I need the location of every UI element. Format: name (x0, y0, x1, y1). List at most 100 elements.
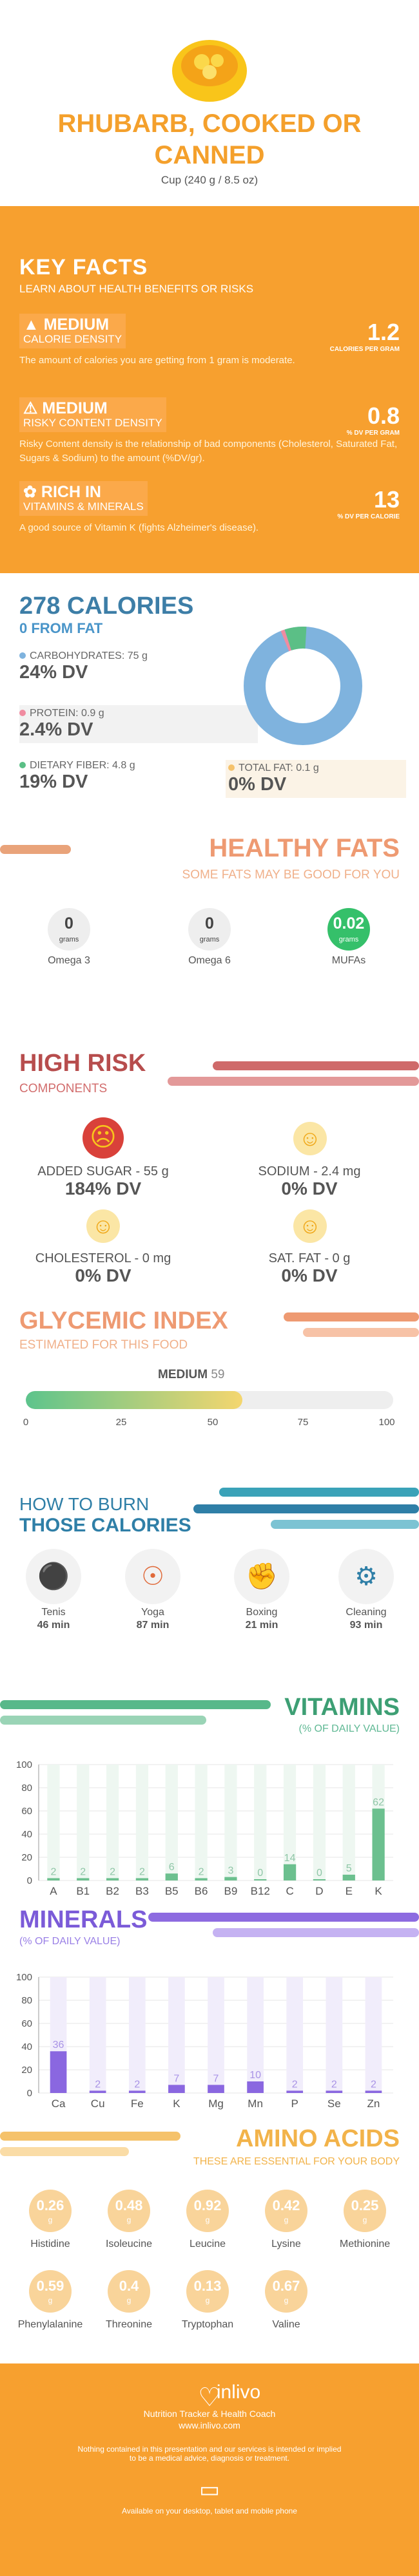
bar-bg (128, 1977, 146, 2093)
amino-unit: g (205, 2296, 210, 2305)
bar (372, 1808, 385, 1880)
activity-time: 87 min (136, 1620, 170, 1631)
fact-unit: % DV PER CALORIE (337, 513, 400, 520)
risk-dv: 0% DV (281, 1179, 338, 1198)
risk-dv: 184% DV (64, 1179, 142, 1198)
vitamins-subtitle: (% OF DAILY VALUE) (298, 1723, 400, 1734)
warning-icon: ⚠ (23, 399, 38, 417)
bar-bg (106, 1765, 119, 1880)
bar-value-label: 14 (284, 1853, 296, 1864)
category-label: C (286, 1885, 293, 1897)
risk-dv: 0% DV (75, 1265, 132, 1285)
bar (286, 2090, 304, 2093)
bar (365, 2090, 382, 2093)
brand-url[interactable]: www.inlivo.com (179, 2420, 240, 2430)
bar (168, 2085, 185, 2093)
y-tick-label: 0 (27, 1875, 32, 1886)
flame-icon: ▲ (23, 316, 39, 334)
category-label: B1 (76, 1885, 90, 1897)
yoga-icon: ☉ (125, 1549, 180, 1604)
category-label: Mg (208, 2098, 224, 2110)
bar-value-label: 0 (257, 1868, 263, 1879)
category-label: D (315, 1885, 323, 1897)
omega3-label: Omega 3 (48, 955, 90, 966)
fact-unit: % DV PER GRAM (346, 430, 400, 437)
bar (89, 2090, 106, 2093)
amino-value: 0.42 (272, 2197, 300, 2213)
bar-value-label: 2 (331, 2079, 337, 2090)
vitamins-title: VITAMINS (284, 1694, 400, 1721)
fact-vitamins-minerals: ✿ RICH IN VITAMINS & MINERALS 13 % DV PE… (19, 481, 400, 565)
bar-value-label: 2 (371, 2079, 376, 2090)
decor-stripe (0, 845, 71, 854)
fat-dot (228, 764, 235, 771)
bar-bg (47, 1765, 60, 1880)
bar-value-label: 2 (80, 1866, 86, 1877)
amino-unit: g (48, 2296, 53, 2305)
fact-description: Risky Content density is the relationshi… (19, 439, 398, 464)
key-facts-title: KEY FACTS (19, 255, 148, 279)
amino-value: 0.25 (351, 2197, 379, 2213)
smile-face-icon: ☺ (293, 1209, 327, 1243)
gi-tick: 50 (207, 1417, 219, 1428)
amino-name: Threonine (105, 2319, 153, 2330)
fact-calorie-density: ▲ MEDIUM CALORIE DENSITY 1.2 CALORIES PE… (19, 314, 400, 397)
y-tick-label: 80 (21, 1995, 32, 2006)
gi-tick: 75 (297, 1417, 309, 1428)
category-label: Cu (91, 2098, 105, 2110)
omega3-circle: 0 grams (48, 908, 90, 951)
bar-value-label: 2 (139, 1866, 145, 1877)
decor-stripe (213, 1061, 419, 1070)
amino-name: Tryptophan (181, 2319, 234, 2330)
fat-stat: TOTAL FAT: 0.1 g 0% DV (226, 760, 406, 798)
key-facts-section: KEY FACTS LEARN ABOUT HEALTH BENEFITS OR… (0, 206, 419, 573)
amino-circle: 0.42 g (265, 2190, 307, 2232)
high-risk-title: HIGH RISK (19, 1050, 146, 1077)
bar-value-label: 36 (53, 2040, 64, 2050)
tennis-icon: ⚫ (26, 1549, 81, 1604)
protein-dot (19, 710, 26, 716)
category-label: K (375, 1885, 382, 1897)
bar-value-label: 5 (346, 1863, 352, 1874)
amino-circle: 0.67 g (265, 2270, 307, 2313)
bar (326, 2090, 343, 2093)
amino-name: Isoleucine (105, 2239, 153, 2249)
amino-title: AMINO ACIDS (235, 2125, 400, 2152)
amino-circle: 0.92 g (186, 2190, 229, 2232)
calories-section: 278 CALORIES 0 FROM FAT CARBOHYDRATES: 7… (0, 573, 419, 818)
bar-bg (208, 1977, 224, 2093)
bar-bg (89, 1977, 106, 2093)
bar (313, 1879, 326, 1880)
bar (247, 2081, 264, 2093)
amino-unit: g (284, 2296, 289, 2305)
decor-stripe (0, 2147, 129, 2156)
activity-time: 21 min (245, 1620, 278, 1631)
amino-circle: 0.25 g (344, 2190, 386, 2232)
amino-unit: g (48, 2215, 53, 2224)
brand-tagline: Nutrition Tracker & Health Coach (143, 2409, 276, 2419)
decor-stripe (271, 1520, 419, 1529)
calories-donut (244, 626, 362, 745)
amino-circle: 0.59 g (29, 2270, 72, 2313)
healthy-fats-section: HEALTHY FATS SOME FATS MAY BE GOOD FOR Y… (0, 818, 419, 1050)
category-label: B2 (106, 1885, 119, 1897)
available-text: Available on your desktop, tablet and mo… (122, 2506, 297, 2515)
category-label: K (173, 2098, 180, 2110)
fact-badge: ▲ MEDIUM CALORIE DENSITY (19, 314, 126, 348)
bar (165, 1873, 178, 1880)
footer: ♡ inlivo Nutrition Tracker & Health Coac… (0, 2363, 419, 2576)
healthy-fats-title: HEALTHY FATS (209, 834, 400, 862)
decor-stripe (284, 1312, 419, 1321)
fiber-stat: DIETARY FIBER: 4.8 g 19% DV (19, 760, 135, 792)
bar-bg (77, 1765, 90, 1880)
category-label: B9 (224, 1885, 238, 1897)
amino-value: 0.59 (36, 2278, 64, 2294)
brand-name: inlivo (216, 2382, 261, 2403)
fact-badge: ⚠ MEDIUM RISKY CONTENT DENSITY (19, 397, 166, 432)
activity-name: Yoga (141, 1607, 164, 1618)
amino-name: Valine (272, 2319, 300, 2330)
minerals-chart: 0 20 40 60 80 100 36 Ca 2 Cu 2 Fe 7 K 7 Mg 10 Mn 2 P 2 Se 2 Zn (16, 1972, 393, 2110)
category-label: B5 (165, 1885, 179, 1897)
glycemic-track (26, 1391, 393, 1409)
calories-title: 278 CALORIES (19, 592, 194, 620)
